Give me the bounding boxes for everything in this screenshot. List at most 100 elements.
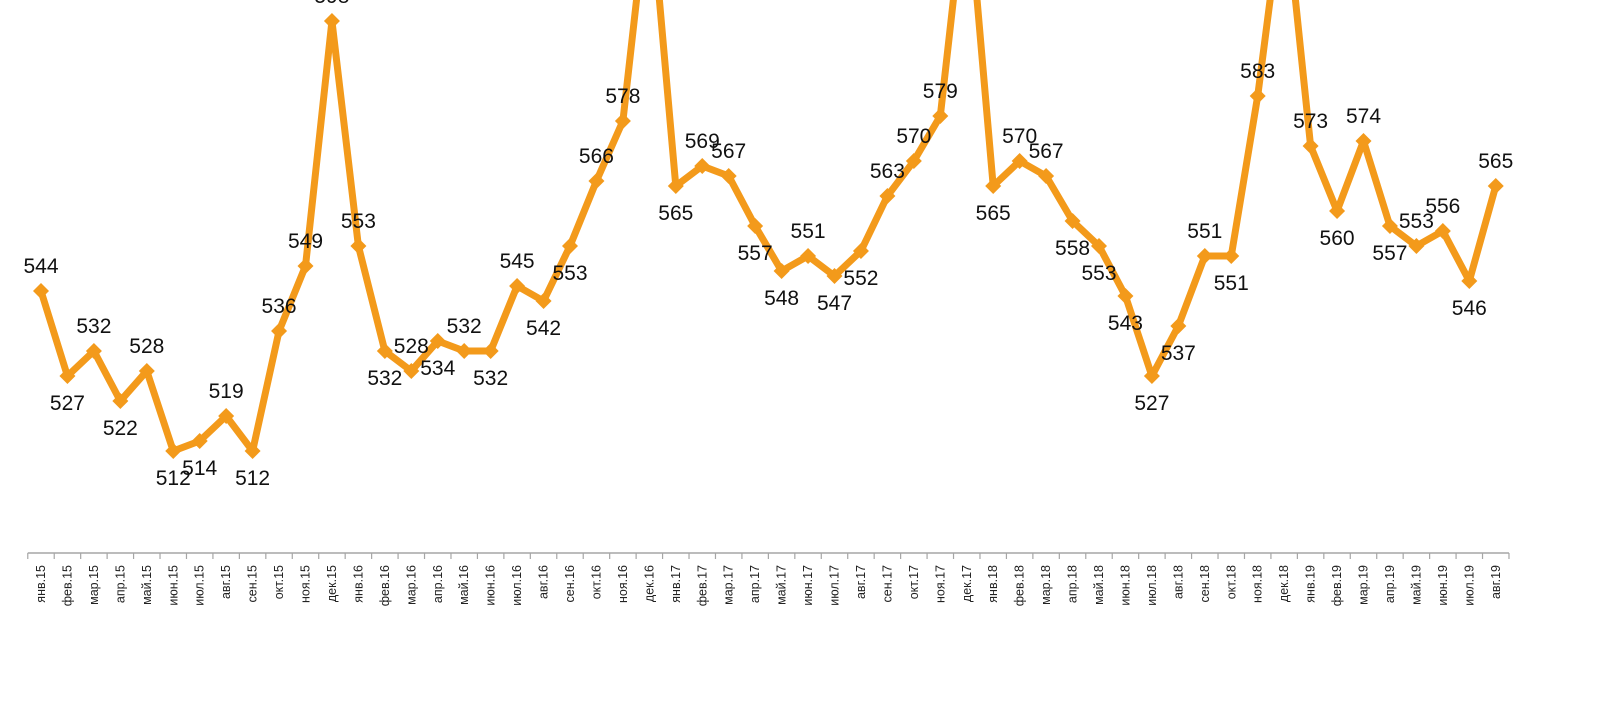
x-tick-label: май.17 bbox=[775, 565, 789, 605]
data-point-marker bbox=[376, 343, 393, 359]
x-tick-label: сен.15 bbox=[246, 565, 260, 603]
data-point-marker bbox=[33, 283, 49, 299]
data-point-marker bbox=[562, 238, 578, 254]
data-point-marker bbox=[456, 343, 473, 359]
x-tick-label: фев.15 bbox=[60, 565, 74, 606]
data-label: 558 bbox=[1055, 237, 1090, 260]
x-tick-label: июл.18 bbox=[1145, 565, 1159, 606]
series-line bbox=[37, 0, 1500, 455]
x-tick-label: фев.18 bbox=[1013, 565, 1027, 606]
data-label: 532 bbox=[367, 367, 402, 390]
data-point-marker bbox=[482, 343, 499, 359]
data-point-marker bbox=[879, 188, 896, 204]
data-point-marker bbox=[985, 178, 1002, 194]
x-tick-label: апр.16 bbox=[431, 565, 445, 603]
data-point-marker bbox=[1064, 213, 1081, 229]
x-tick-labels: янв.15 фев.15 мар.15 апр.15 май.15 июн.15 июл.… bbox=[34, 565, 1503, 606]
data-label: 569 bbox=[685, 130, 720, 153]
data-label: 574 bbox=[1346, 105, 1381, 128]
data-label: 556 bbox=[1425, 195, 1460, 218]
data-label: 549 bbox=[288, 230, 323, 253]
data-point-marker bbox=[297, 258, 314, 274]
data-point-marker bbox=[165, 443, 182, 459]
data-point-marker bbox=[1461, 273, 1478, 289]
data-point-marker bbox=[1355, 133, 1372, 149]
data-label: 514 bbox=[182, 457, 217, 480]
data-label: 527 bbox=[1134, 392, 1169, 415]
data-point-marker bbox=[1249, 88, 1266, 104]
data-label: 543 bbox=[1108, 312, 1143, 335]
data-point-marker bbox=[1302, 138, 1319, 154]
data-label: 570 bbox=[896, 125, 931, 148]
data-label: 551 bbox=[1187, 220, 1222, 243]
data-label: 565 bbox=[658, 202, 693, 225]
data-label: 547 bbox=[817, 292, 852, 315]
data-point-marker bbox=[1143, 368, 1160, 384]
data-label: 560 bbox=[1320, 227, 1355, 250]
data-label: 528 bbox=[129, 335, 164, 358]
data-point-marker bbox=[773, 263, 790, 279]
data-point-marker bbox=[138, 363, 155, 379]
data-point-marker bbox=[1196, 248, 1213, 264]
x-tick-label: авг.16 bbox=[537, 565, 551, 599]
data-point-marker bbox=[905, 153, 922, 169]
x-tick-label: июл.19 bbox=[1462, 565, 1476, 606]
x-tick-label: май.19 bbox=[1409, 565, 1423, 605]
data-label: 565 bbox=[1478, 150, 1513, 173]
x-tick-label: июл.16 bbox=[510, 565, 524, 606]
x-tick-label: май.16 bbox=[457, 565, 471, 605]
data-point-marker bbox=[191, 433, 208, 449]
data-point-marker bbox=[667, 178, 684, 194]
x-tick-label: апр.19 bbox=[1383, 565, 1397, 603]
data-point-marker bbox=[112, 393, 129, 409]
x-tick-label: мар.18 bbox=[1039, 565, 1053, 605]
x-tick-label: сен.16 bbox=[563, 565, 577, 603]
data-label: 536 bbox=[262, 295, 297, 318]
x-tick-label: окт.18 bbox=[1224, 565, 1238, 599]
x-tick-label: авг.19 bbox=[1489, 565, 1503, 599]
x-tick-label: сен.18 bbox=[1198, 565, 1212, 603]
x-tick-label: мар.17 bbox=[722, 565, 736, 605]
x-tick-label: окт.15 bbox=[272, 565, 286, 599]
x-tick-label: дек.15 bbox=[325, 565, 339, 602]
x-tick-label: сен.17 bbox=[880, 565, 894, 603]
data-point-marker bbox=[509, 278, 526, 294]
data-point-marker bbox=[747, 218, 764, 234]
x-tick-label: июн.17 bbox=[801, 565, 815, 606]
data-label: 598 bbox=[314, 0, 349, 8]
data-label: 567 bbox=[711, 140, 746, 163]
data-label: 522 bbox=[103, 417, 138, 440]
data-label: 567 bbox=[1029, 140, 1064, 163]
x-tick-label: май.18 bbox=[1092, 565, 1106, 605]
x-tick-label: июл.17 bbox=[828, 565, 842, 606]
data-label: 512 bbox=[156, 467, 191, 490]
x-tick-label: май.15 bbox=[140, 565, 154, 605]
x-tick-label: янв.17 bbox=[669, 565, 683, 603]
data-label: 548 bbox=[764, 287, 799, 310]
x-tick-label: апр.15 bbox=[113, 565, 127, 603]
x-axis bbox=[27, 552, 1510, 559]
data-label: 519 bbox=[209, 380, 244, 403]
data-label: 532 bbox=[473, 367, 508, 390]
data-label: 527 bbox=[50, 392, 85, 415]
data-point-marker bbox=[323, 13, 340, 29]
data-label: 570 bbox=[1002, 125, 1037, 148]
data-label: 537 bbox=[1161, 342, 1196, 365]
x-tick-label: ноя.15 bbox=[299, 565, 313, 603]
data-point-marker bbox=[932, 108, 949, 124]
x-tick-label: авг.18 bbox=[1171, 565, 1185, 599]
data-label: 545 bbox=[500, 250, 535, 273]
data-point-marker bbox=[218, 408, 235, 424]
data-label: 553 bbox=[1081, 262, 1116, 285]
x-tick-label: дек.18 bbox=[1277, 565, 1291, 602]
data-markers bbox=[33, 13, 1504, 459]
data-label: 528 bbox=[394, 335, 429, 358]
data-point-marker bbox=[694, 158, 711, 174]
data-label: 551 bbox=[1214, 272, 1249, 295]
x-tick-label: апр.17 bbox=[748, 565, 762, 603]
data-point-marker bbox=[1117, 288, 1134, 304]
data-label: 565 bbox=[976, 202, 1011, 225]
x-tick-label: фев.19 bbox=[1330, 565, 1344, 606]
data-label: 566 bbox=[579, 145, 614, 168]
